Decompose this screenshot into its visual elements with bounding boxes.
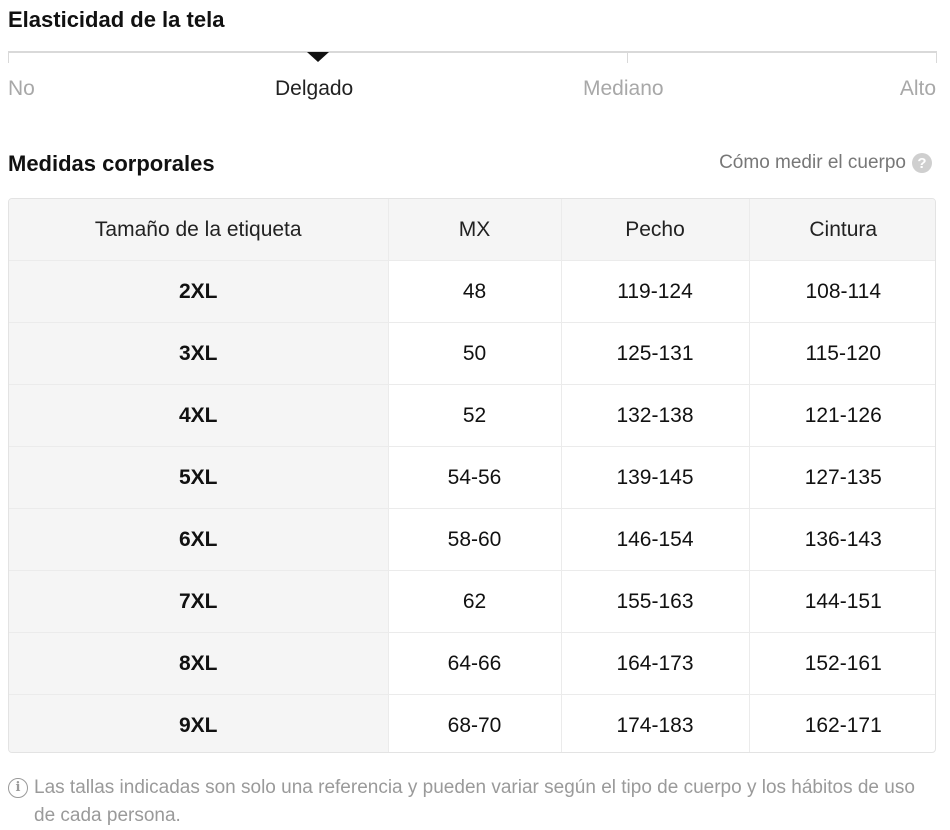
- question-circle-icon[interactable]: ?: [912, 153, 932, 173]
- row-waist: 115-120: [749, 322, 935, 385]
- stretch-tick-no: [8, 51, 9, 63]
- row-mx: 68-70: [388, 694, 562, 752]
- size-note-text: Las tallas indicadas son solo una refere…: [34, 777, 915, 826]
- row-size: 8XL: [9, 632, 389, 695]
- row-size: 7XL: [9, 570, 389, 633]
- stretch-level-alto: Alto: [899, 77, 936, 100]
- row-mx: 58-60: [388, 508, 562, 571]
- row-chest: 119-124: [561, 260, 750, 323]
- table-header-row: Tamaño de la etiqueta MX Pecho Cintura: [9, 199, 935, 261]
- table-row: 6XL 58-60 146-154 136-143: [9, 508, 935, 571]
- how-to-measure-label: Cómo medir el cuerpo: [719, 152, 906, 173]
- row-chest: 146-154: [561, 508, 750, 571]
- stretch-scale-line: [8, 51, 937, 53]
- header-chest: Pecho: [561, 199, 750, 261]
- table-row: 7XL 62 155-163 144-151: [9, 570, 935, 633]
- stretch-selected-marker: [307, 52, 329, 62]
- stretch-level-mediano: Mediano: [583, 77, 664, 100]
- row-waist: 152-161: [749, 632, 935, 695]
- row-mx: 54-56: [388, 446, 562, 509]
- stretch-level-no: No: [8, 77, 35, 100]
- body-measurements-title: Medidas corporales: [8, 151, 215, 176]
- table-row: 2XL 48 119-124 108-114: [9, 260, 935, 323]
- row-mx: 52: [388, 384, 562, 447]
- row-chest: 174-183: [561, 694, 750, 752]
- row-chest: 139-145: [561, 446, 750, 509]
- table-row: 4XL 52 132-138 121-126: [9, 384, 935, 447]
- row-chest: 164-173: [561, 632, 750, 695]
- row-mx: 62: [388, 570, 562, 633]
- size-note: i Las tallas indicadas son solo una refe…: [8, 774, 928, 830]
- row-waist: 144-151: [749, 570, 935, 633]
- row-mx: 64-66: [388, 632, 562, 695]
- table-row: 3XL 50 125-131 115-120: [9, 322, 935, 385]
- info-icon: i: [8, 778, 28, 798]
- table-row: 8XL 64-66 164-173 152-161: [9, 632, 935, 695]
- row-chest: 125-131: [561, 322, 750, 385]
- row-mx: 50: [388, 322, 562, 385]
- stretch-tick-mediano: [627, 51, 628, 63]
- row-size: 9XL: [9, 694, 389, 752]
- row-waist: 108-114: [749, 260, 935, 323]
- row-waist: 136-143: [749, 508, 935, 571]
- row-waist: 127-135: [749, 446, 935, 509]
- stretch-level-delgado: Delgado: [275, 77, 354, 100]
- row-size: 2XL: [9, 260, 389, 323]
- row-chest: 155-163: [561, 570, 750, 633]
- header-mx: MX: [388, 199, 562, 261]
- stretch-title: Elasticidad de la tela: [8, 7, 225, 32]
- row-size: 6XL: [9, 508, 389, 571]
- row-size: 5XL: [9, 446, 389, 509]
- how-to-measure-link[interactable]: Cómo medir el cuerpo ?: [719, 152, 932, 174]
- header-waist: Cintura: [749, 199, 935, 261]
- row-waist: 121-126: [749, 384, 935, 447]
- row-chest: 132-138: [561, 384, 750, 447]
- table-row: 5XL 54-56 139-145 127-135: [9, 446, 935, 509]
- header-tag-size: Tamaño de la etiqueta: [9, 199, 389, 261]
- row-size: 3XL: [9, 322, 389, 385]
- table-row: 9XL 68-70 174-183 162-171: [9, 694, 935, 752]
- size-table: Tamaño de la etiqueta MX Pecho Cintura 2…: [8, 198, 936, 753]
- row-mx: 48: [388, 260, 562, 323]
- stretch-tick-alto: [936, 51, 937, 63]
- row-size: 4XL: [9, 384, 389, 447]
- row-waist: 162-171: [804, 713, 882, 737]
